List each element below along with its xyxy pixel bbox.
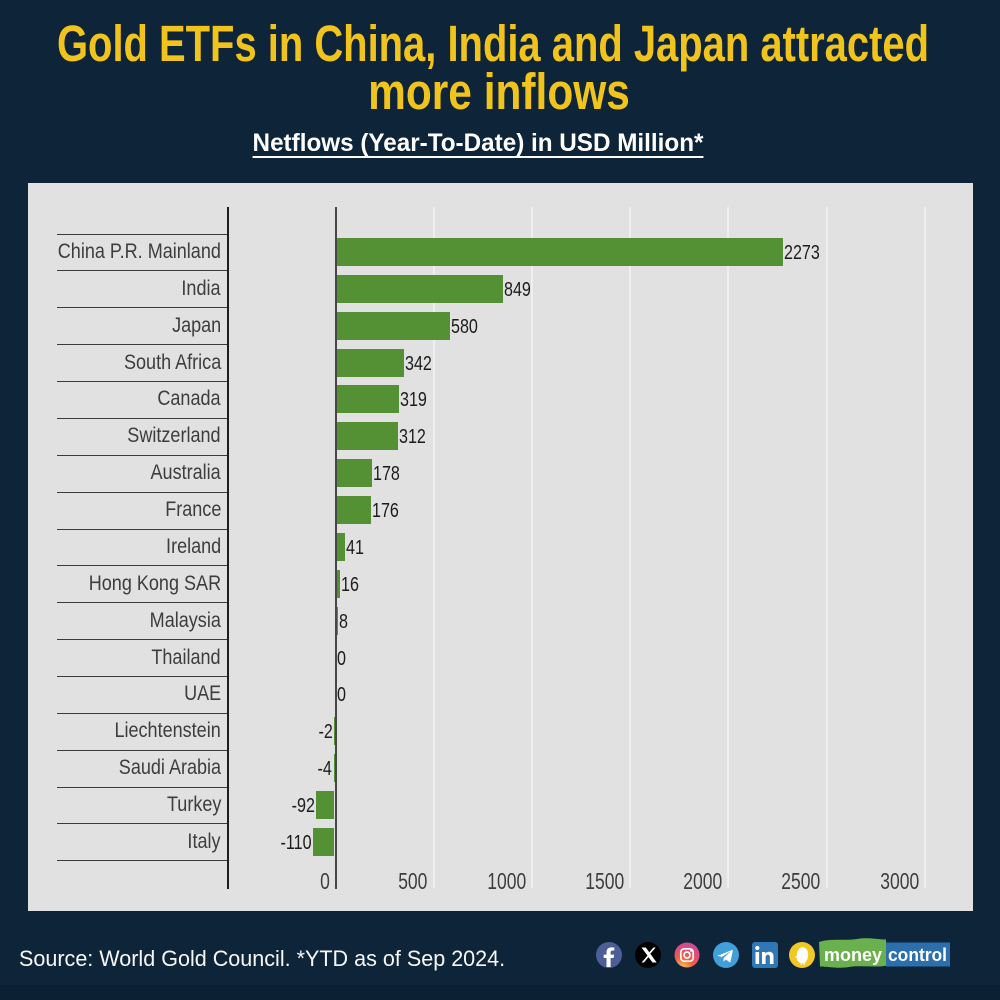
svg-text:money: money <box>824 944 883 965</box>
svg-text:control: control <box>888 944 947 965</box>
